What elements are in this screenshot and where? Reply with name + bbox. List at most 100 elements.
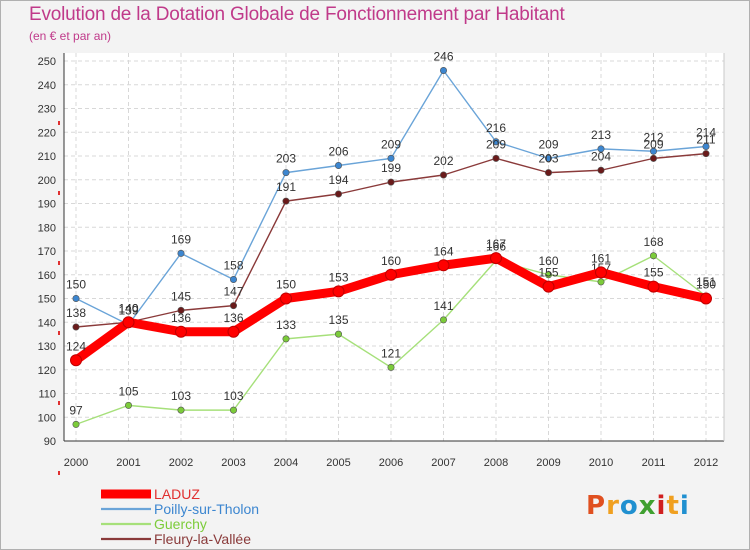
data-point bbox=[387, 363, 395, 371]
data-point bbox=[492, 138, 500, 146]
data-label: 160 bbox=[538, 254, 558, 268]
data-point bbox=[122, 316, 135, 329]
data-point bbox=[492, 154, 500, 162]
logo-letter: i bbox=[656, 491, 667, 521]
legend-item: Poilly-sur-Tholon bbox=[101, 501, 259, 517]
data-point bbox=[597, 278, 605, 286]
data-point bbox=[702, 150, 710, 158]
data-label: 167 bbox=[486, 237, 506, 251]
data-point bbox=[700, 292, 712, 305]
y-tick-label: 110 bbox=[38, 389, 56, 401]
proxiti-logo: Proxiti bbox=[586, 491, 690, 521]
chart-title: Evolution de la Dotation Globale de Fonc… bbox=[29, 4, 565, 25]
data-point bbox=[439, 171, 447, 179]
data-label: 145 bbox=[171, 289, 191, 303]
data-label: 168 bbox=[643, 235, 663, 249]
data-point bbox=[387, 178, 395, 186]
legend-item: LADUZ bbox=[101, 486, 200, 502]
data-point bbox=[175, 325, 187, 338]
logo-letter: r bbox=[606, 491, 620, 521]
legend-label: Poilly-sur-Tholon bbox=[154, 501, 259, 517]
x-tick-label: 2005 bbox=[326, 457, 350, 469]
data-label: 166 bbox=[486, 240, 506, 254]
data-label: 138 bbox=[66, 306, 86, 320]
data-label: 139 bbox=[118, 304, 138, 318]
data-point bbox=[702, 143, 710, 151]
legend-item: Fleury-la-Vallée bbox=[101, 531, 251, 547]
x-tick-label: 2003 bbox=[221, 457, 245, 469]
data-point bbox=[282, 197, 290, 205]
y-tick-label: 170 bbox=[38, 246, 56, 258]
data-point bbox=[387, 154, 395, 162]
data-label: 155 bbox=[643, 266, 663, 280]
series-guerchy: 97105103103133135121141166160157168151 bbox=[69, 235, 716, 428]
data-label: 214 bbox=[696, 126, 716, 140]
data-label: 103 bbox=[171, 389, 191, 403]
data-point bbox=[597, 145, 605, 153]
data-label: 212 bbox=[643, 130, 663, 144]
x-tick-label: 2001 bbox=[116, 457, 140, 469]
data-point bbox=[544, 154, 552, 162]
data-point bbox=[649, 147, 657, 155]
data-point bbox=[177, 249, 185, 257]
x-tick-label: 2011 bbox=[642, 457, 666, 469]
data-point bbox=[385, 268, 397, 281]
data-label: 150 bbox=[276, 278, 296, 292]
data-label: 150 bbox=[696, 278, 716, 292]
series-laduz: 124 140 136 136 150 153 160 164 167 155 161 155 150 bbox=[66, 237, 716, 367]
data-label: 169 bbox=[171, 232, 191, 246]
logo-letter: o bbox=[619, 491, 639, 521]
data-label: 136 bbox=[223, 311, 243, 325]
data-point bbox=[542, 280, 555, 293]
data-point bbox=[334, 162, 342, 170]
data-point bbox=[230, 406, 238, 414]
data-label: 97 bbox=[69, 403, 83, 417]
data-label: 158 bbox=[223, 259, 243, 273]
logo-letter: P bbox=[586, 491, 607, 521]
legend-label: Guerchy bbox=[154, 516, 207, 532]
series-poilly-sur-tholon: 150 139 169 158 203 206 209 246 216 209 213 212 214 bbox=[66, 50, 716, 329]
data-label: 194 bbox=[328, 173, 348, 187]
data-point bbox=[544, 271, 552, 279]
data-point bbox=[72, 420, 80, 428]
data-point bbox=[227, 325, 240, 338]
logo-letter: i bbox=[679, 491, 690, 521]
data-label: 164 bbox=[433, 244, 453, 258]
y-tick-label: 240 bbox=[38, 80, 56, 92]
x-tick-label: 2002 bbox=[169, 457, 193, 469]
data-label: 136 bbox=[171, 311, 191, 325]
data-point bbox=[230, 302, 238, 310]
data-point bbox=[439, 316, 447, 324]
data-point bbox=[595, 266, 607, 279]
data-point bbox=[177, 406, 185, 414]
data-label: 203 bbox=[538, 152, 558, 166]
legend: LADUZPoilly-sur-TholonGuerchyFleury-la-V… bbox=[101, 486, 259, 547]
logo-letter: x bbox=[638, 491, 657, 521]
data-label: 103 bbox=[223, 389, 243, 403]
data-label: 121 bbox=[381, 346, 401, 360]
data-point bbox=[280, 292, 292, 305]
data-label: 140 bbox=[118, 301, 138, 315]
x-tick-label: 2006 bbox=[379, 457, 403, 469]
data-label: 155 bbox=[538, 266, 558, 280]
y-tick-label: 100 bbox=[38, 412, 56, 424]
x-tick-label: 2004 bbox=[274, 457, 298, 469]
x-tick-label: 2009 bbox=[536, 457, 560, 469]
data-label: 133 bbox=[276, 318, 296, 332]
legend-label: Fleury-la-Vallée bbox=[154, 531, 251, 547]
data-label: 213 bbox=[591, 128, 611, 142]
y-tick-label: 200 bbox=[38, 175, 56, 187]
y-tick-label: 250 bbox=[38, 56, 56, 68]
x-tick-label: 2012 bbox=[694, 457, 718, 469]
chart-subtitle: (en € et par an) bbox=[29, 29, 112, 43]
legend-label: LADUZ bbox=[154, 486, 200, 502]
data-point bbox=[437, 259, 450, 272]
data-label: 135 bbox=[328, 313, 348, 327]
data-point bbox=[332, 285, 345, 298]
data-label: 204 bbox=[591, 149, 611, 163]
logo-letter: t bbox=[666, 491, 680, 521]
data-point bbox=[282, 335, 290, 343]
y-tick-label: 180 bbox=[38, 222, 56, 234]
